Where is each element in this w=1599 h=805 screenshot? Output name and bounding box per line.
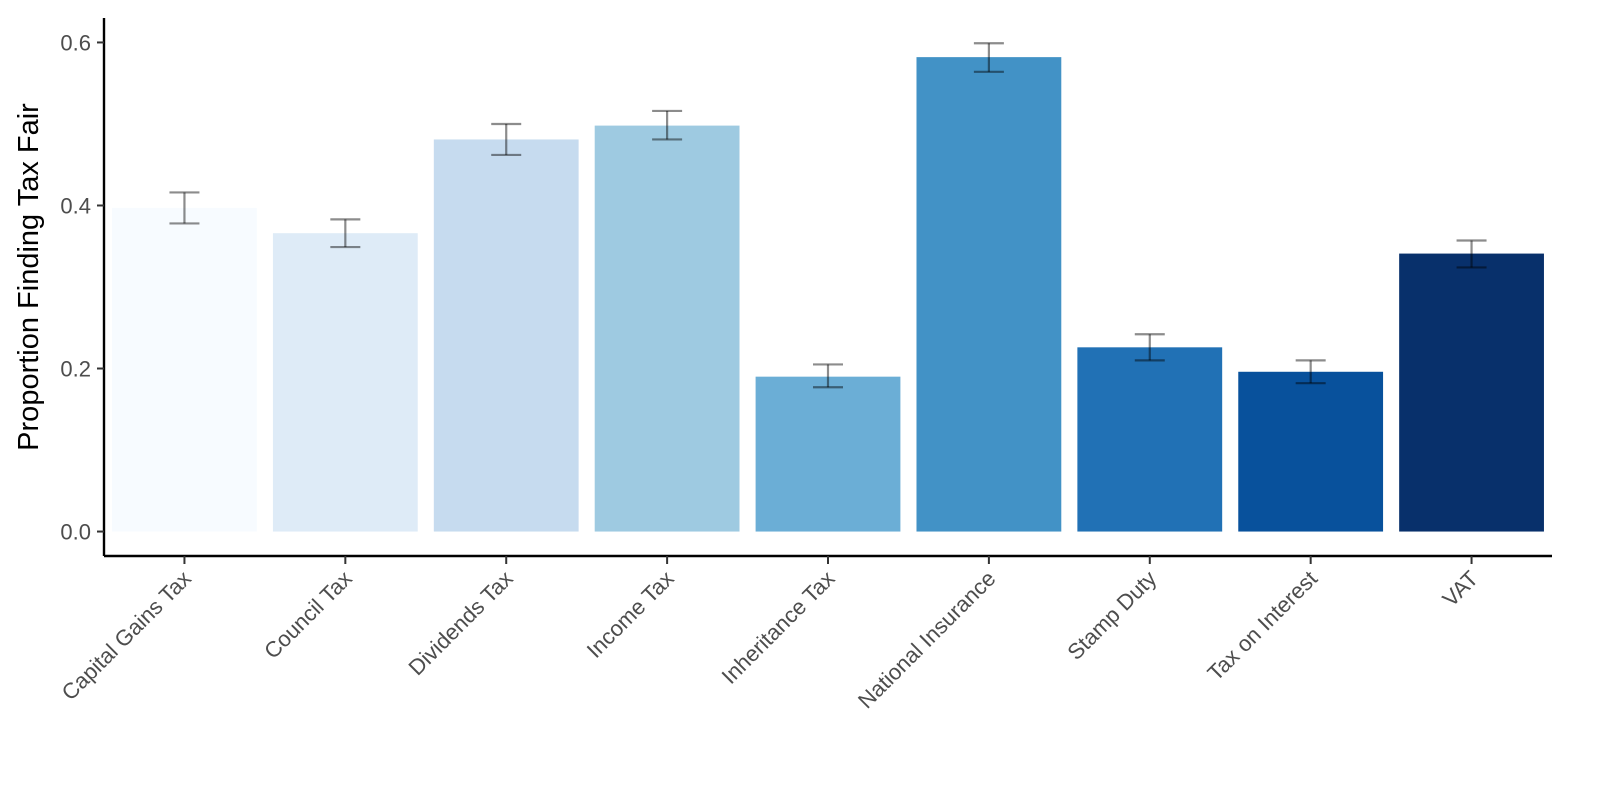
bar-vat — [1399, 253, 1544, 532]
y-tick-label: 0.6 — [60, 30, 91, 55]
x-tick-label: Council Tax — [259, 566, 357, 664]
y-axis-title: Proportion Finding Tax Fair — [13, 103, 45, 451]
error-bar-stamp-duty — [1134, 333, 1165, 362]
y-tick-label: 0.2 — [60, 357, 91, 382]
error-bar-council-tax — [330, 218, 361, 249]
bar-dividends-tax — [433, 139, 579, 532]
x-tick-label: Capital Gains Tax — [57, 566, 196, 705]
y-tick-label: 0.4 — [60, 193, 91, 218]
error-bar-dividends-tax — [491, 122, 522, 157]
x-tick-label: Dividends Tax — [404, 566, 518, 680]
error-bar-vat — [1456, 239, 1487, 269]
x-tick-label: National Insurance — [853, 566, 1000, 713]
bar-capital-gains-tax — [112, 207, 257, 532]
bar-inheritance-tax — [755, 376, 901, 532]
bar-tax-on-interest — [1238, 371, 1384, 532]
bar-national-insurance — [916, 57, 1062, 532]
y-ticks-layer: 0.0 0.2 0.4 0.6 — [60, 30, 104, 545]
x-tick-label: Inheritance Tax — [717, 566, 840, 689]
error-bar-tax-on-interest — [1295, 359, 1326, 385]
bar-income-tax — [594, 125, 740, 532]
x-tick-label: Stamp Duty — [1062, 566, 1161, 665]
error-bar-income-tax — [652, 109, 683, 141]
bar-council-tax — [272, 233, 418, 532]
x-ticks-layer: Capital Gains Tax Council Tax Dividends Ta… — [57, 556, 1483, 713]
error-bar-inheritance-tax — [813, 363, 843, 389]
x-tick-label: Income Tax — [582, 566, 679, 663]
error-bars-layer — [169, 42, 1487, 389]
error-bar-capital-gains-tax — [169, 191, 200, 225]
bars-layer — [112, 57, 1544, 532]
bar-stamp-duty — [1077, 347, 1223, 532]
y-tick-label: 0.0 — [60, 520, 91, 545]
error-bar-national-insurance — [973, 42, 1004, 73]
x-tick-label: VAT — [1437, 566, 1483, 612]
x-tick-label: Tax on Interest — [1202, 566, 1322, 686]
